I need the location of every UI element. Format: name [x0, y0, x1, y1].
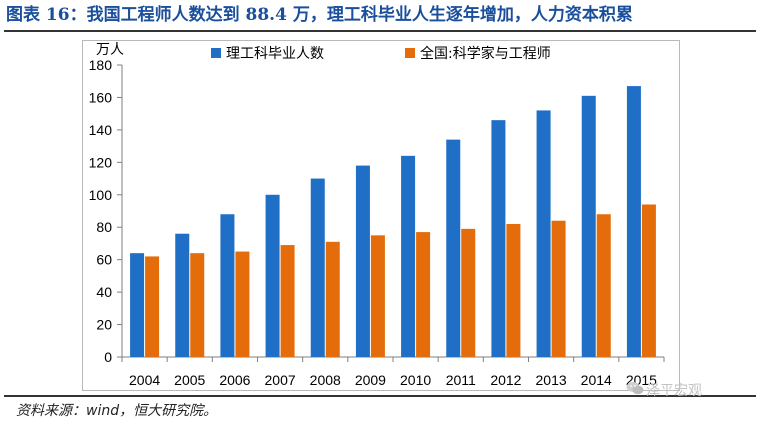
x-tick-label: 2013 — [536, 372, 567, 388]
source-note: 资料来源：wind，恒大研究院。 — [16, 403, 218, 419]
bar-1 — [446, 139, 461, 357]
bar-2 — [325, 241, 340, 357]
bar-2 — [461, 228, 476, 357]
bar-1 — [130, 253, 145, 357]
bar-2 — [551, 220, 566, 357]
y-tick-label: 140 — [89, 122, 113, 138]
bar-1 — [220, 214, 235, 357]
legend-label: 全国:科学家与工程师 — [420, 45, 551, 62]
x-tick-label: 2011 — [446, 372, 476, 388]
x-tick-label: 2010 — [400, 372, 431, 388]
y-tick-label: 120 — [89, 154, 113, 170]
bar-2 — [190, 253, 205, 357]
x-tick-label: 2012 — [490, 372, 521, 388]
bar-1 — [536, 110, 551, 357]
wechat-icon — [626, 382, 644, 395]
bar-1 — [581, 95, 596, 358]
y-tick-label: 20 — [96, 317, 112, 333]
y-axis-unit-label: 万人 — [96, 42, 124, 58]
bar-1 — [310, 178, 325, 357]
bar-2 — [506, 223, 521, 357]
bar-1 — [265, 194, 280, 357]
x-tick-label: 2004 — [129, 372, 160, 388]
bar-2 — [416, 232, 431, 357]
y-tick-label: 100 — [89, 187, 113, 203]
x-tick-label: 2014 — [581, 372, 612, 388]
y-tick-label: 180 — [89, 57, 113, 73]
figure-title: 图表 16：我国工程师人数达到 88.4 万，理工科毕业人生逐年增加，人力资本积… — [6, 5, 633, 25]
bar-1 — [355, 165, 370, 357]
x-tick-label: 2005 — [174, 372, 205, 388]
watermark-label: 泽平宏观 — [646, 383, 702, 399]
bar-2 — [280, 245, 295, 357]
y-tick-label: 60 — [96, 252, 112, 268]
x-tick-label: 2006 — [219, 372, 250, 388]
legend-label: 理工科毕业人数 — [226, 46, 324, 62]
bar-1 — [626, 86, 641, 357]
bar-1 — [401, 155, 416, 357]
bar-2 — [596, 214, 611, 357]
bar-2 — [370, 235, 385, 357]
bar-2 — [145, 256, 160, 357]
legend-swatch — [405, 48, 415, 58]
bar-2 — [235, 251, 250, 357]
bar-1 — [491, 120, 506, 358]
title-divider — [4, 30, 756, 32]
y-tick-label: 40 — [96, 284, 112, 300]
bar-1 — [175, 233, 190, 357]
legend-swatch — [211, 48, 221, 58]
y-tick-label: 0 — [104, 349, 112, 365]
y-tick-label: 80 — [96, 219, 112, 235]
bar-2 — [641, 204, 656, 357]
x-tick-label: 2009 — [355, 372, 386, 388]
x-tick-label: 2007 — [265, 372, 296, 388]
footer-divider — [4, 395, 756, 397]
y-tick-label: 160 — [89, 89, 113, 105]
chart-frame — [82, 40, 680, 391]
x-tick-label: 2008 — [310, 372, 341, 388]
